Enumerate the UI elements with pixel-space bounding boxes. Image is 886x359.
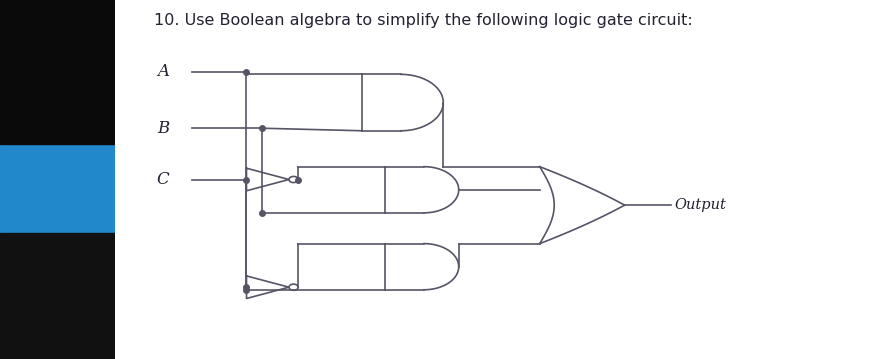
Text: A: A [157, 63, 169, 80]
Text: 10. Use Boolean algebra to simplify the following logic gate circuit:: 10. Use Boolean algebra to simplify the … [154, 13, 692, 28]
Text: B: B [157, 120, 169, 137]
Bar [0, 0, 115, 144]
Text: Output: Output [674, 198, 726, 212]
Bar [0, 233, 115, 359]
Text: C: C [157, 171, 169, 188]
Bar [0, 144, 115, 233]
